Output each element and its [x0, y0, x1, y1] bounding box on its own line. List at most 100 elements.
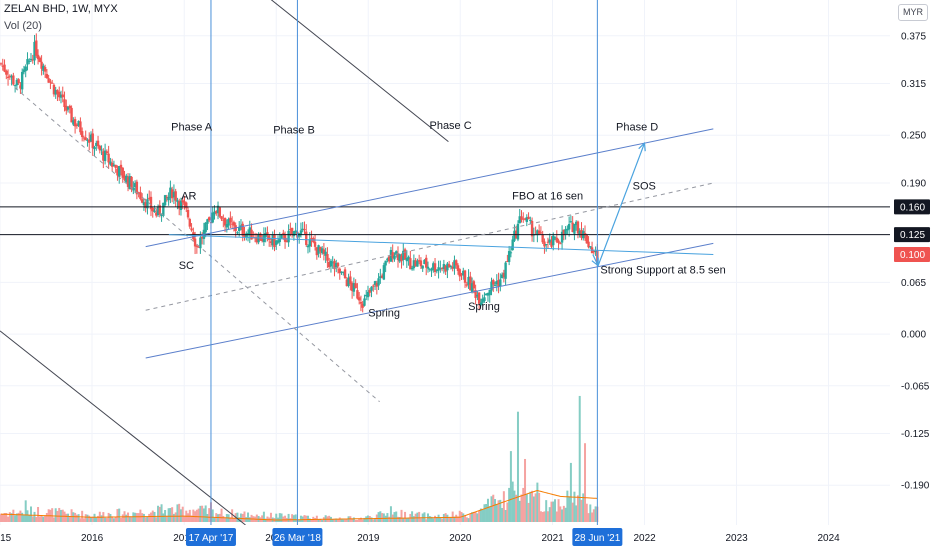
price-axis-background — [890, 0, 932, 550]
candles — [0, 33, 599, 313]
candle — [310, 237, 313, 240]
symbol-title: ZELAN BHD, 1W, MYX — [4, 3, 118, 15]
volume-bar — [149, 512, 152, 522]
volume-bar — [580, 499, 583, 522]
trend-line — [14, 87, 380, 403]
price-label-text: 0.100 — [900, 250, 925, 261]
trend-line — [0, 330, 246, 526]
volume-bar — [160, 504, 163, 522]
volume-bar — [42, 516, 45, 522]
candle — [275, 240, 278, 245]
volume-bar — [571, 502, 574, 522]
currency-badge[interactable]: MYR — [898, 4, 928, 21]
volume-bar — [148, 513, 151, 522]
candle — [19, 85, 22, 89]
candle — [386, 258, 389, 261]
volume-bar — [74, 512, 77, 522]
volume-bar — [65, 513, 68, 522]
candle — [8, 75, 12, 77]
volume-bar — [139, 509, 142, 522]
volume-bar — [134, 512, 137, 522]
volume-bar — [67, 513, 70, 522]
candle — [525, 217, 528, 222]
volume-bar — [250, 514, 253, 522]
price-tick-label: -0.125 — [901, 429, 930, 440]
volume-bar — [395, 511, 398, 522]
volume-bar — [555, 511, 558, 522]
candle — [96, 140, 100, 147]
volume-bar — [308, 518, 311, 522]
volume-bar — [144, 517, 147, 522]
volume-bar — [557, 499, 560, 522]
volume-bar — [142, 513, 145, 522]
candle — [156, 206, 160, 216]
horizontal-levels — [0, 206, 890, 236]
volume-bar — [472, 511, 475, 522]
candle — [102, 151, 105, 161]
candle — [31, 59, 34, 61]
volume-bar — [95, 517, 98, 522]
volume-bar — [527, 502, 530, 522]
price-axis: 0.375 0.315 0.250 0.190 0.125 0.065 0.000 -0.06… — [890, 0, 932, 550]
volume-bar — [174, 512, 177, 522]
price-tick-label: 0.250 — [901, 131, 926, 142]
candle — [149, 196, 153, 210]
annotation-label: Phase B — [273, 125, 315, 137]
volume-bar — [541, 512, 544, 522]
candle — [400, 255, 403, 262]
candle — [573, 223, 576, 234]
volume-indicator-label[interactable]: Vol (20) — [4, 20, 42, 32]
candle — [163, 195, 167, 206]
volume-bar — [469, 513, 472, 522]
volume-bar — [305, 515, 308, 522]
candle — [50, 82, 54, 84]
candle — [331, 262, 334, 264]
candle — [442, 264, 446, 270]
volume-bar — [363, 517, 366, 522]
volume-bar — [84, 514, 87, 522]
volume-bar — [509, 451, 512, 522]
volume-bar — [314, 518, 317, 522]
candle — [1, 65, 4, 67]
candle — [421, 265, 424, 269]
candle — [347, 277, 350, 286]
volume-bar — [591, 512, 594, 522]
volume-bar — [282, 516, 285, 522]
candle — [29, 58, 33, 60]
candle — [80, 131, 84, 137]
volume-bar — [546, 511, 549, 522]
volume-bar — [231, 509, 234, 522]
volume-bar — [518, 500, 521, 522]
candle — [89, 134, 93, 142]
volume-bar — [393, 512, 396, 522]
candle — [428, 268, 431, 270]
candle — [199, 237, 202, 249]
candle — [552, 235, 555, 246]
candle — [315, 247, 319, 256]
candle — [511, 239, 514, 251]
volume-bar — [299, 515, 302, 522]
candle — [58, 91, 61, 98]
time-tick-label: 2016 — [81, 533, 104, 544]
candle — [10, 75, 13, 78]
candle — [49, 81, 52, 83]
volume-bar — [104, 517, 107, 522]
volume-bar — [467, 518, 470, 522]
candle — [59, 94, 63, 98]
candle — [578, 230, 581, 235]
candle — [462, 270, 465, 276]
price-label-badge — [894, 227, 930, 243]
candle — [352, 283, 356, 292]
candle — [135, 181, 139, 195]
candle — [222, 219, 225, 221]
date-marker-text: 26 Mar '18 — [274, 533, 321, 544]
candle — [169, 187, 172, 198]
candle — [368, 290, 371, 293]
candle — [361, 303, 364, 308]
candle — [0, 63, 3, 65]
volume-bar — [508, 487, 511, 522]
volume-bar — [511, 481, 514, 522]
volume-bar — [344, 519, 347, 522]
candle — [133, 183, 137, 187]
